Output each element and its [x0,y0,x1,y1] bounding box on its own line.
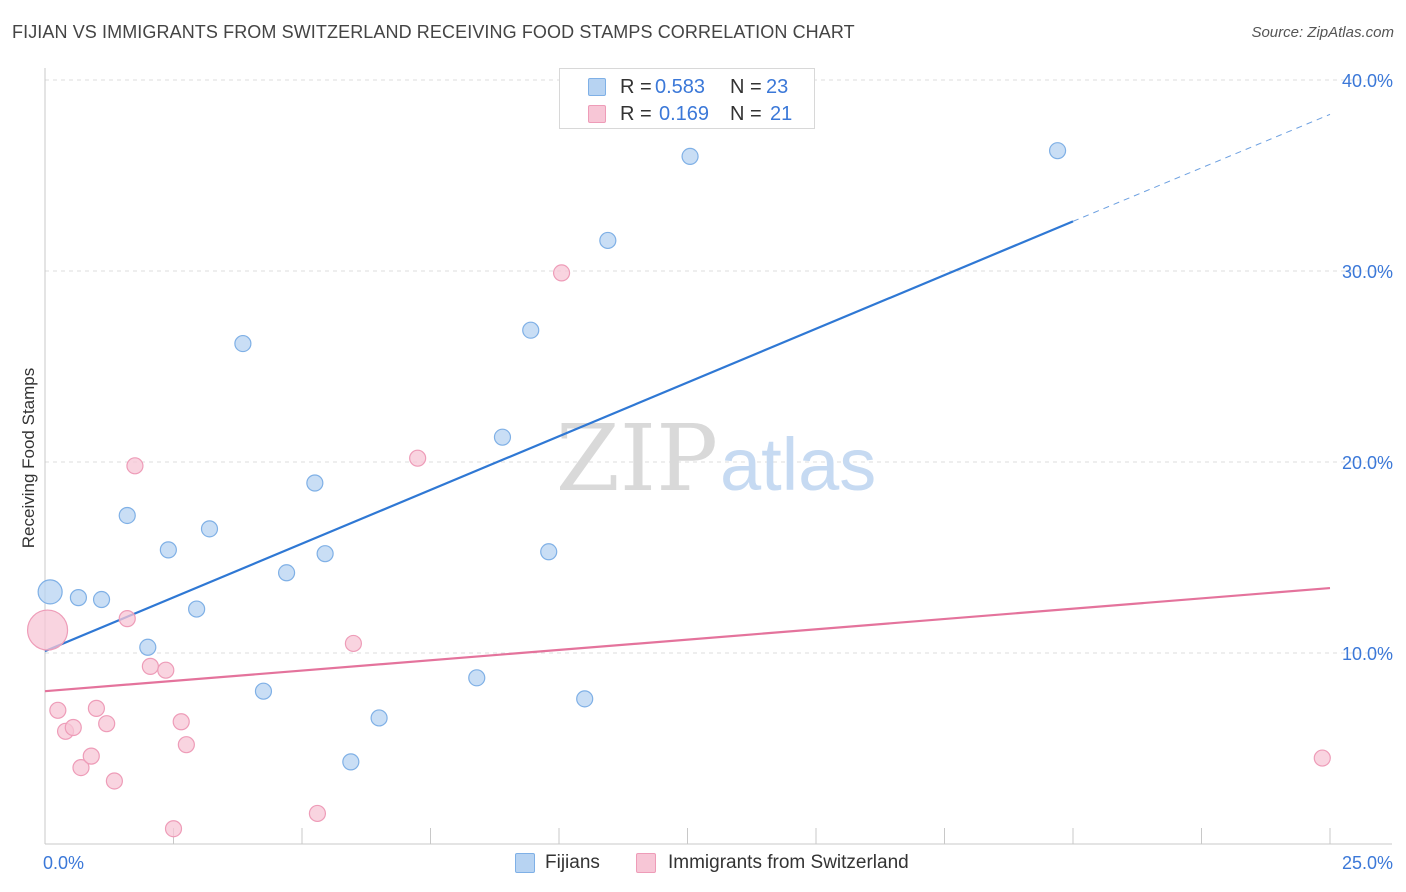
n-value: 23 [766,76,789,98]
switzerland-point [118,610,136,628]
fijians-point [342,753,360,771]
fijians-point [522,321,540,339]
correlation-legend: R = 0.583 N = 23 R = 0.169 N = 21 [559,68,815,129]
fijians-point [139,638,157,656]
fijians-point [200,520,219,538]
switzerland-point [141,657,159,675]
fijians-point [69,589,88,607]
fijians-point [234,334,252,353]
fijians-point [159,541,177,559]
fijians-point [576,690,594,708]
fijians-point [118,506,136,525]
r-label: R = [620,76,652,98]
fijians-point [277,564,296,582]
switzerland-point [64,718,82,737]
fijians-point [316,545,334,563]
fijians-trend-line [44,220,1074,653]
switzerland-point [552,264,571,282]
switzerland-point [72,758,90,777]
switzerland-point [164,820,183,838]
switzerland-point [1313,749,1331,767]
chart-title: FIJIAN VS IMMIGRANTS FROM SWITZERLAND RE… [12,22,855,42]
fijians-point [188,600,206,618]
y-tick-label: 40.0% [1342,71,1393,91]
n-label: N = [730,103,762,125]
blue-swatch-icon [588,78,606,96]
pink-swatch-icon [588,105,606,123]
fijians-point [370,709,388,727]
r-value: 0.583 [655,76,706,98]
switzerland-trend-line [44,586,1331,693]
data-points [26,142,1331,838]
switzerland-point [308,804,327,823]
switzerland-point [82,747,100,765]
switzerland-point [344,634,362,653]
legend-label: Fijians [545,852,600,873]
switzerland-point [87,699,106,717]
fijians-point [681,147,699,165]
switzerland-point [126,457,144,475]
switzerland-point [172,713,190,731]
fijians-point [599,231,617,250]
blue-swatch-icon [515,853,535,873]
switzerland-point [98,715,116,733]
r-value: 0.169 [659,103,710,125]
switzerland-point [409,449,427,467]
legend-row-switzerland: R = 0.169 N = 21 [560,103,816,127]
switzerland-point [105,772,123,790]
switzerland-point [177,736,195,754]
switzerland-point [49,701,67,719]
fijians-point [37,579,63,605]
axes [44,68,1392,845]
x-tick-label: 0.0% [43,853,84,873]
y-tick-label: 20.0% [1342,453,1393,473]
y-tick-label: 10.0% [1342,644,1393,664]
n-value: 21 [770,103,793,125]
watermark-zip: ZIP [556,405,718,512]
legend-row-fijians: R = 0.583 N = 23 [560,76,816,100]
r-label: R = [620,103,652,125]
switzerland-point [157,661,175,679]
fijians-point [540,543,558,561]
fijians-point [1048,142,1067,160]
y-axis-label: Receiving Food Stamps [19,368,38,548]
n-label: N = [730,76,762,98]
fijians-point [468,669,486,687]
fijians-point [92,590,111,609]
fijians-trend-extension [1072,113,1331,222]
watermark-atlas: atlas [720,423,876,506]
y-tick-label: 30.0% [1342,262,1393,282]
x-tick-label: 25.0% [1342,853,1393,873]
trend-lines [44,113,1331,693]
fijians-point [493,428,512,446]
legend-label: Immigrants from Switzerland [668,852,909,873]
fijians-point [254,682,273,700]
switzerland-point [26,609,69,651]
fijians-point [306,474,324,492]
tick-labels: 10.0% 20.0% 30.0% 40.0% 0.0% 25.0% [43,71,1393,873]
pink-swatch-icon [636,853,656,873]
grid [45,79,1392,654]
source-credit: Source: ZipAtlas.com [1251,24,1394,41]
